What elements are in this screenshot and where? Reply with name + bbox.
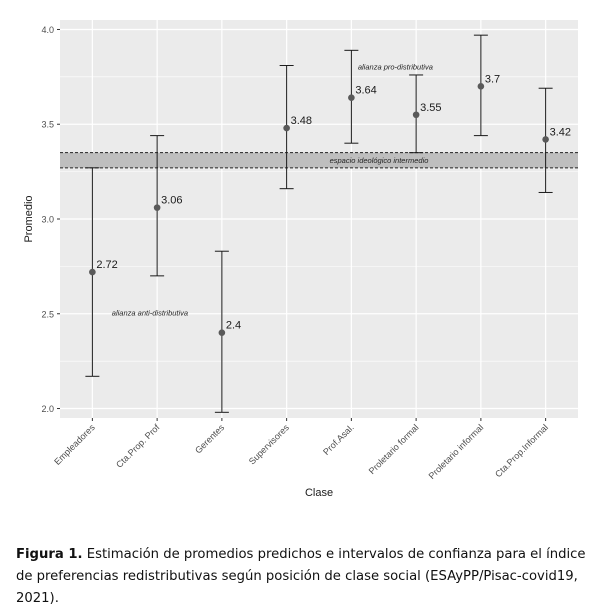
x-tick-label: Empleadores <box>52 422 97 467</box>
data-point <box>477 83 485 90</box>
x-tick-label: Cta.Prop. Prof <box>114 422 162 470</box>
annotation-label: alianza pro-distributiva <box>358 62 433 71</box>
annotation-label: alianza anti-distributiva <box>112 309 188 318</box>
y-tick-label: 2.0 <box>41 404 54 414</box>
data-label: 3.42 <box>550 126 571 138</box>
data-point <box>89 268 96 276</box>
x-axis-title: Clase <box>305 487 333 499</box>
x-tick-label: Supervisores <box>247 422 292 467</box>
y-tick-label: 3.5 <box>41 120 54 130</box>
figure-caption: Figura 1. Estimación de promedios predic… <box>16 544 590 610</box>
data-point <box>348 94 355 102</box>
x-tick-label: Gerentes <box>193 422 227 456</box>
data-label: 2.4 <box>226 320 241 332</box>
data-point <box>153 204 161 211</box>
y-tick-label: 2.5 <box>41 309 54 319</box>
y-tick-label: 4.0 <box>41 25 54 35</box>
data-point <box>218 329 226 337</box>
data-point <box>412 111 420 119</box>
data-point <box>283 124 290 132</box>
x-tick-label: Proletario informal <box>427 422 486 481</box>
data-label: 3.06 <box>161 195 182 207</box>
data-label: 3.64 <box>355 85 376 97</box>
data-label: 3.48 <box>291 115 312 127</box>
data-label: 3.7 <box>485 73 500 85</box>
intermediate-band <box>60 152 578 168</box>
data-point <box>542 136 549 143</box>
band-label: espacio ideológico intermedio <box>330 156 429 165</box>
y-tick-label: 3.0 <box>41 215 54 225</box>
data-label: 2.72 <box>96 259 117 271</box>
caption-label: Figura 1. <box>16 547 83 562</box>
y-axis-title: Promedio <box>23 195 35 242</box>
x-tick-label: Cta.Prop.Informal <box>493 422 550 479</box>
x-tick-label: Proletario formal <box>367 422 421 476</box>
chart-figure: espacio ideológico intermedio alianza pro… <box>23 20 578 499</box>
caption-text: Estimación de promedios predichos e inte… <box>16 547 586 606</box>
x-tick-label: Prof.Asal. <box>321 422 356 457</box>
data-label: 3.55 <box>420 102 441 114</box>
